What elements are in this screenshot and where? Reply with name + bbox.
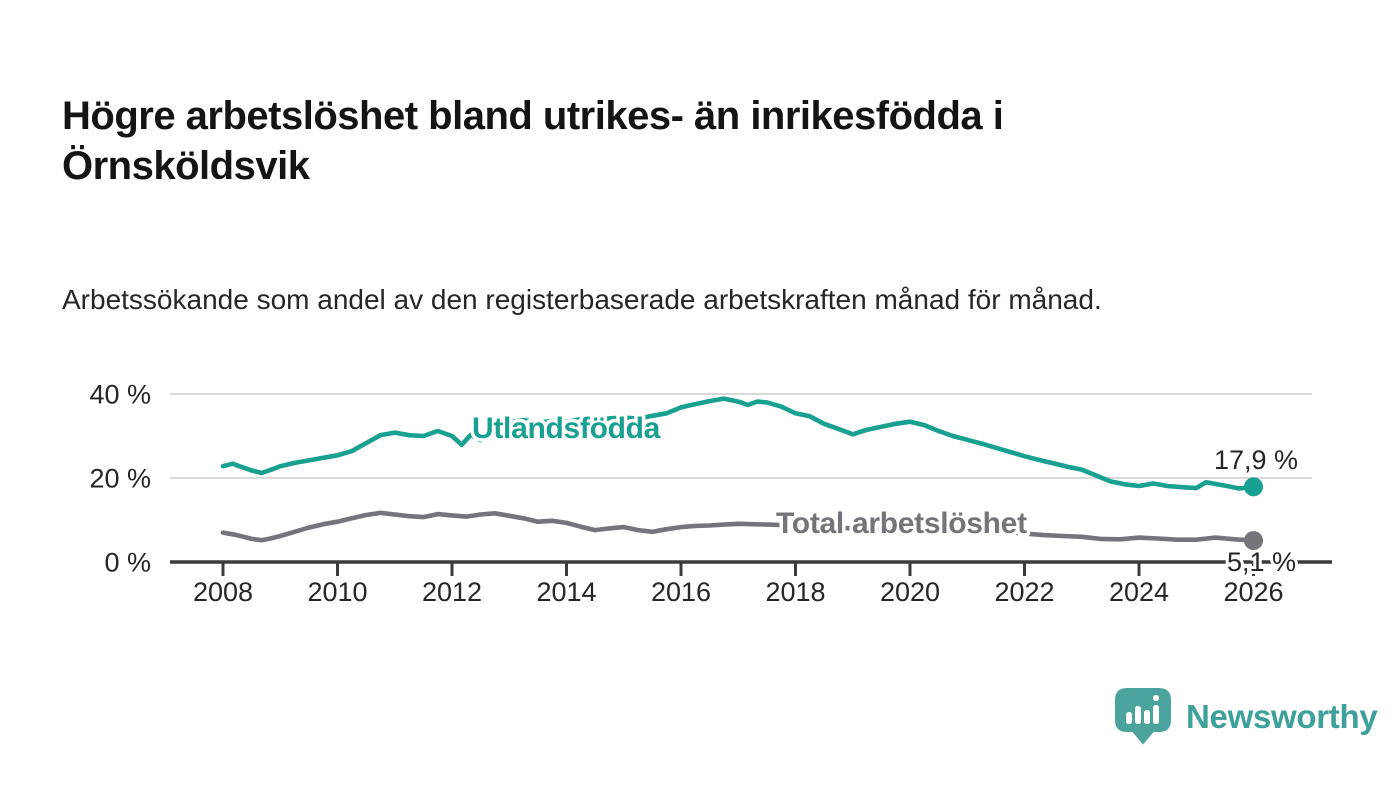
end-label-total: 5,1 % [1227,547,1296,577]
newsworthy-logo: Newsworthy [1114,687,1378,746]
x-tick-label-2026: 2026 [1223,577,1283,607]
series-line-1 [220,510,1256,543]
y-tick-label-20: 20 % [89,464,151,494]
series-end-dot-0 [1244,477,1263,497]
series-end-dot-1 [1244,531,1263,551]
series-label-1: Total arbetslöshet [776,507,1027,540]
x-tick-label-2018: 2018 [765,577,825,607]
x-tick-label-2016: 2016 [651,577,711,607]
x-tick-label-2020: 2020 [880,577,940,607]
chart-subtitle: Arbetssökande som andel av den registerb… [62,284,1102,315]
x-tick-label-2022: 2022 [994,577,1054,607]
series-label-0: Utlandsfödda [472,412,661,445]
series-line-0 [220,396,1256,491]
x-tick-label-2012: 2012 [422,577,482,607]
y-tick-label-0: 0 % [104,548,151,578]
newsworthy-speech-bubble-bar-chart-icon [1115,688,1171,745]
x-tick-label-2024: 2024 [1109,577,1169,607]
newsworthy-logo-text: Newsworthy [1186,697,1378,735]
x-tick-label-2008: 2008 [193,577,253,607]
chart-title: Högre arbetslöshet bland utrikes- än inr… [62,93,1004,189]
y-tick-label-40: 40 % [89,380,151,410]
x-tick-label-2014: 2014 [536,577,596,607]
end-label-utlandsfodda: 17,9 % [1214,445,1298,475]
x-tick-label-2010: 2010 [307,577,367,607]
